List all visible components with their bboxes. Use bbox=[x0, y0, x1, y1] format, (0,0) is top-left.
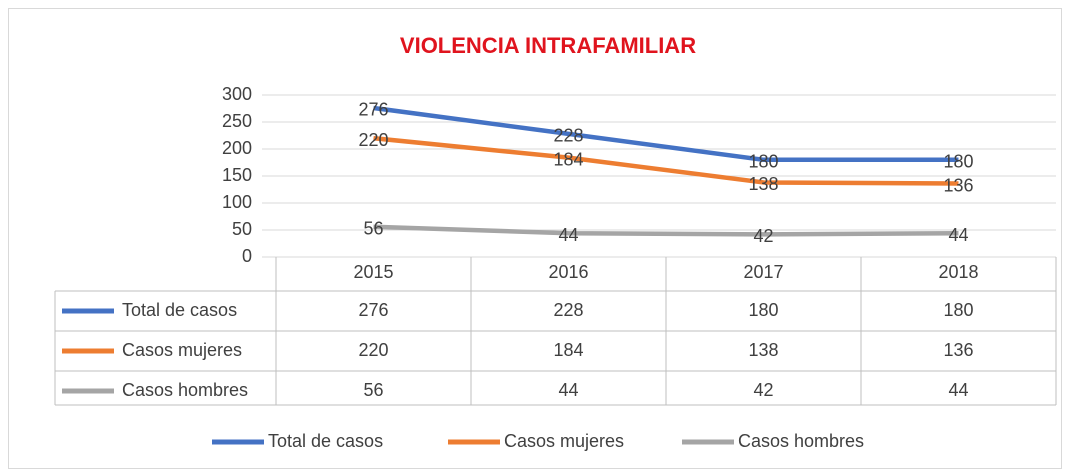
legend-label: Casos mujeres bbox=[504, 431, 624, 451]
table-row-label: Total de casos bbox=[122, 300, 237, 320]
y-tick-label: 150 bbox=[222, 165, 252, 185]
chart-border bbox=[8, 8, 1062, 469]
table-cell: 220 bbox=[358, 340, 388, 360]
data-label: 42 bbox=[753, 226, 773, 246]
table-cell: 42 bbox=[753, 380, 773, 400]
data-label: 180 bbox=[943, 152, 973, 172]
table-row-label: Casos mujeres bbox=[122, 340, 242, 360]
x-tick-label: 2016 bbox=[548, 262, 588, 282]
x-tick-label: 2017 bbox=[743, 262, 783, 282]
data-label: 180 bbox=[748, 152, 778, 172]
table-cell: 136 bbox=[943, 340, 973, 360]
y-tick-label: 300 bbox=[222, 84, 252, 104]
series-line bbox=[373, 105, 959, 163]
data-label: 184 bbox=[553, 149, 583, 169]
y-tick-label: 50 bbox=[232, 219, 252, 239]
table-cell: 180 bbox=[943, 300, 973, 320]
table-cell: 184 bbox=[553, 340, 583, 360]
data-label: 136 bbox=[943, 175, 973, 195]
series-line bbox=[373, 135, 959, 186]
series-line bbox=[373, 224, 959, 237]
table-row-label: Casos hombres bbox=[122, 380, 248, 400]
table-cell: 56 bbox=[363, 380, 383, 400]
data-label: 276 bbox=[358, 100, 388, 120]
y-tick-label: 200 bbox=[222, 138, 252, 158]
table-cell: 138 bbox=[748, 340, 778, 360]
table-cell: 228 bbox=[553, 300, 583, 320]
table-cell: 44 bbox=[558, 380, 578, 400]
data-label: 56 bbox=[363, 219, 383, 239]
data-label: 44 bbox=[948, 225, 968, 245]
y-tick-label: 100 bbox=[222, 192, 252, 212]
table-cell: 276 bbox=[358, 300, 388, 320]
table-cell: 180 bbox=[748, 300, 778, 320]
table-cell: 44 bbox=[948, 380, 968, 400]
data-label: 220 bbox=[358, 130, 388, 150]
y-tick-label: 250 bbox=[222, 111, 252, 131]
x-tick-label: 2018 bbox=[938, 262, 978, 282]
y-tick-label: 0 bbox=[242, 246, 252, 266]
data-label: 44 bbox=[558, 225, 578, 245]
x-tick-label: 2015 bbox=[353, 262, 393, 282]
data-label: 228 bbox=[553, 126, 583, 146]
data-label: 138 bbox=[748, 174, 778, 194]
legend-label: Casos hombres bbox=[738, 431, 864, 451]
chart-title: VIOLENCIA INTRAFAMILIAR bbox=[400, 33, 696, 58]
legend-label: Total de casos bbox=[268, 431, 383, 451]
